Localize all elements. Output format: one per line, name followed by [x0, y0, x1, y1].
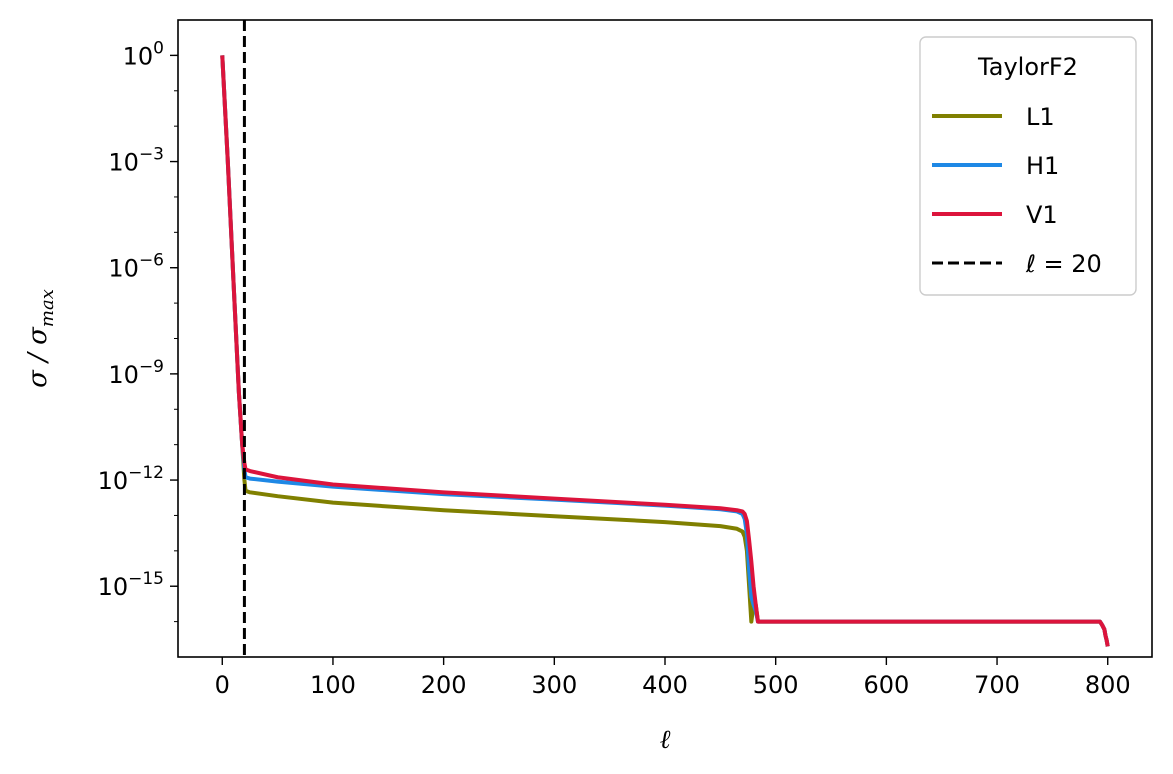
y-axis-label: σ / σmax [23, 289, 58, 388]
x-tick-label: 500 [753, 671, 799, 699]
legend-label-2: H1 [1026, 152, 1059, 180]
x-tick-label: 100 [310, 671, 356, 699]
legend: TaylorF2 L1 H1 V1 ℓ = 20 [919, 36, 1137, 296]
x-axis-label: ℓ [660, 725, 671, 755]
x-tick-label: 0 [215, 671, 230, 699]
x-tick-label: 700 [974, 671, 1020, 699]
y-tick-label: 10−6 [108, 251, 164, 283]
x-tick-label: 800 [1085, 671, 1131, 699]
y-tick-label: 10−12 [98, 463, 164, 495]
y-tick-label: 10−9 [108, 357, 164, 389]
x-tick-label: 200 [421, 671, 467, 699]
y-tick-label: 100 [123, 38, 164, 70]
legend-label-1: L1 [1026, 103, 1055, 131]
legend-label-3: V1 [1026, 201, 1058, 229]
x-tick-label: 400 [642, 671, 688, 699]
x-tick-label: 300 [531, 671, 577, 699]
legend-label-4: ℓ = 20 [1025, 250, 1102, 278]
plot-area [220, 20, 1110, 657]
axes: 0 100 200 300 400 500 600 700 800 100 10−3 10−6 10−9… [23, 19, 1153, 755]
legend-box [919, 36, 1137, 296]
legend-title: TaylorF2 [977, 53, 1078, 81]
y-tick-label: 10−15 [98, 569, 164, 601]
x-tick-label: 600 [863, 671, 909, 699]
series-line-v1 [220, 55, 1110, 647]
y-tick-label: 10−3 [108, 145, 164, 177]
